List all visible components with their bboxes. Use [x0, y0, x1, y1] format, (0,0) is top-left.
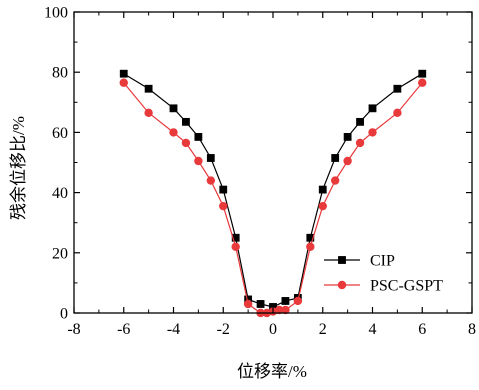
data-point	[243, 299, 253, 309]
series-line	[123, 73, 423, 308]
data-point	[182, 117, 190, 126]
data-point	[306, 242, 315, 251]
data-point	[330, 176, 340, 185]
data-point	[206, 154, 215, 162]
data-point	[194, 133, 203, 141]
legend-label: PSC-GSPT	[370, 278, 443, 295]
legend: CIP PSC-GSPT	[324, 253, 443, 295]
x-tick-label: 6	[418, 321, 426, 338]
data-point	[418, 78, 427, 87]
legend-entry: CIP	[324, 253, 395, 270]
y-tick-label: 60	[52, 125, 68, 142]
data-point	[231, 242, 240, 251]
data-point	[281, 305, 290, 315]
x-tick-label: 8	[468, 321, 476, 338]
data-point	[356, 117, 364, 126]
data-point	[306, 233, 315, 242]
x-tick-label: -4	[167, 321, 180, 338]
data-point	[181, 138, 191, 148]
data-point	[169, 104, 178, 113]
legend-marker	[338, 256, 346, 264]
data-point	[219, 185, 228, 194]
data-point	[318, 185, 327, 194]
x-tick-label: 0	[269, 321, 277, 338]
data-point	[368, 104, 377, 113]
data-point	[206, 176, 216, 185]
data-point	[169, 128, 178, 137]
y-tick-label: 100	[44, 5, 68, 22]
data-point	[144, 84, 153, 93]
plot-frame	[73, 11, 473, 314]
data-point	[144, 108, 153, 118]
y-tick-label: 80	[52, 65, 68, 82]
data-point	[293, 296, 303, 306]
data-point	[194, 156, 203, 166]
data-point	[119, 69, 128, 78]
data-point	[231, 233, 240, 242]
data-point	[355, 138, 365, 148]
x-tick-label: -2	[217, 321, 230, 338]
data-point	[219, 201, 228, 211]
x-axis-label: 位移率/%	[237, 362, 307, 381]
x-tick-label: 4	[369, 321, 377, 338]
data-point	[256, 300, 265, 308]
legend-marker	[337, 280, 347, 290]
x-tick-label: -6	[117, 321, 130, 338]
legend-label: CIP	[370, 253, 395, 270]
data-point	[393, 84, 402, 93]
y-tick-label: 40	[52, 185, 68, 202]
data-point	[318, 201, 327, 211]
data-point	[343, 156, 352, 166]
y-axis-label: 残余位移比/%	[9, 116, 28, 220]
data-point	[331, 154, 340, 162]
y-tick-label: 0	[60, 306, 68, 323]
x-tick-label: -8	[67, 321, 80, 338]
data-point	[119, 78, 128, 87]
data-point	[418, 69, 427, 78]
data-point	[393, 108, 402, 118]
legend-entry: PSC-GSPT	[324, 278, 443, 295]
data-point	[281, 297, 290, 305]
series-cip	[119, 69, 427, 311]
data-point	[368, 128, 377, 137]
x-tick-label: 2	[319, 321, 327, 338]
y-tick-label: 20	[52, 245, 68, 262]
data-point	[343, 133, 352, 141]
